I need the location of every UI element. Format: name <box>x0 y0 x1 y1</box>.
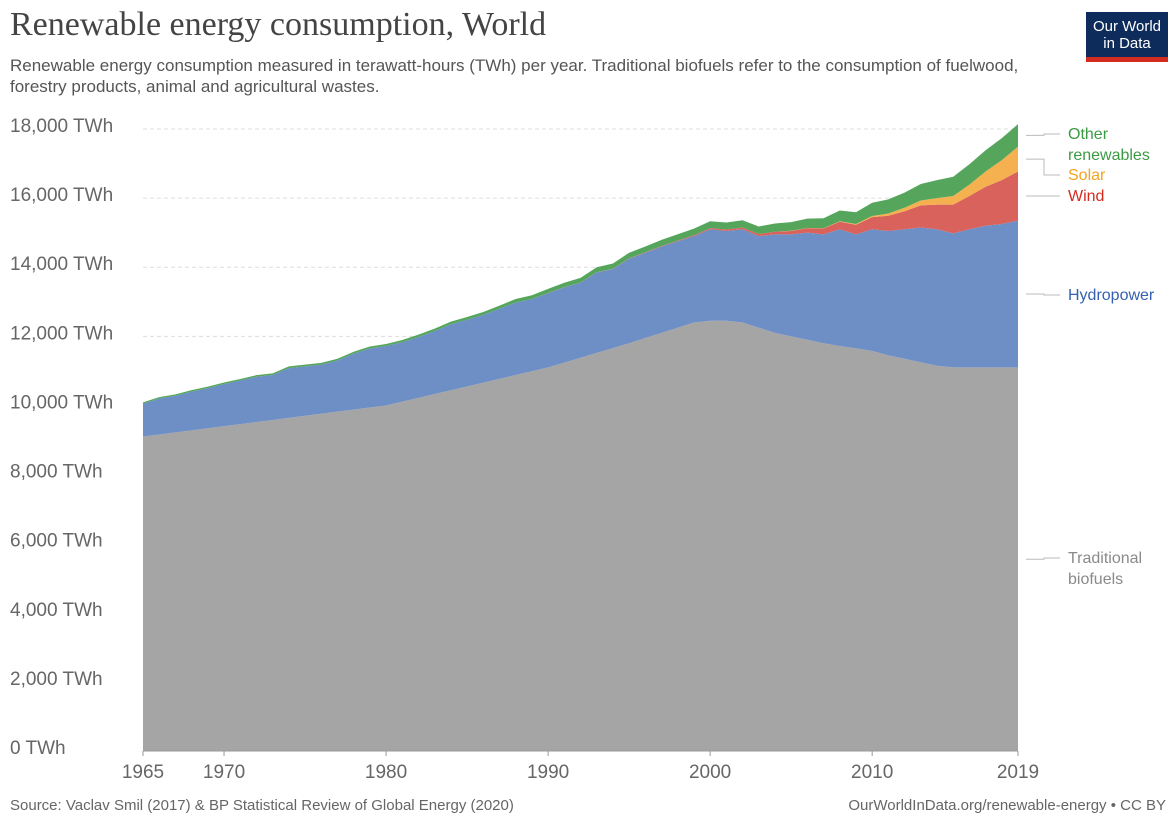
leader-line <box>1026 133 1060 136</box>
series-label: Other renewables <box>1068 126 1150 164</box>
y-tick-label: 18,000 TWh <box>10 116 113 137</box>
y-tick-label: 12,000 TWh <box>10 323 113 344</box>
series-label: Hydropower <box>1068 287 1155 304</box>
x-tick-label: 2000 <box>689 762 731 783</box>
x-tick-label: 1970 <box>203 762 245 783</box>
chart-subtitle: Renewable energy consumption measured in… <box>10 56 1019 96</box>
y-tick-label: 2,000 TWh <box>10 669 103 690</box>
leader-line <box>1026 293 1060 296</box>
y-tick-label: 14,000 TWh <box>10 254 113 275</box>
leader-line <box>1026 557 1060 560</box>
area <box>143 320 1018 751</box>
series-label: Wind <box>1068 188 1105 205</box>
x-tick-label: 2010 <box>851 762 893 783</box>
y-tick-label: 8,000 TWh <box>10 462 103 483</box>
y-tick-label: 6,000 TWh <box>10 531 103 552</box>
leader-line <box>1026 158 1060 176</box>
source: Source: Vaclav Smil (2017) & BP Statisti… <box>10 797 514 814</box>
x-tick-label: 1965 <box>122 762 164 783</box>
x-tick-label: 1980 <box>365 762 407 783</box>
chart-title: Renewable energy consumption, World <box>10 6 547 43</box>
area <box>143 220 1018 437</box>
logo[interactable]: Our World in Data <box>1086 12 1168 62</box>
y-tick-label: 10,000 TWh <box>10 392 113 413</box>
y-tick-label: 0 TWh <box>10 738 66 759</box>
y-tick-label: 16,000 TWh <box>10 185 113 206</box>
source-url: OurWorldInData.org/renewable-energy • CC… <box>848 797 1166 814</box>
x-tick-label: 1990 <box>527 762 569 783</box>
series-label: Solar <box>1068 167 1106 184</box>
y-tick-label: 4,000 TWh <box>10 600 103 621</box>
series-label: Traditional biofuels <box>1068 550 1143 588</box>
x-tick-label: 2019 <box>997 762 1039 783</box>
